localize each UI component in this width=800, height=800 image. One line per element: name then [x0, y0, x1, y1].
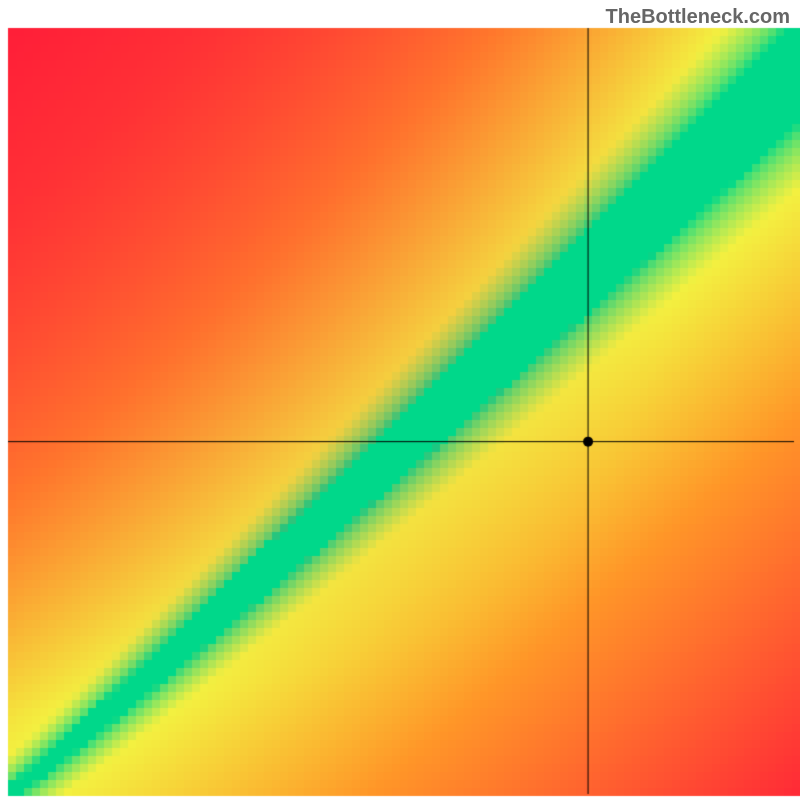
heatmap-canvas [0, 0, 800, 800]
chart-container: TheBottleneck.com [0, 0, 800, 800]
watermark-label: TheBottleneck.com [606, 6, 790, 29]
